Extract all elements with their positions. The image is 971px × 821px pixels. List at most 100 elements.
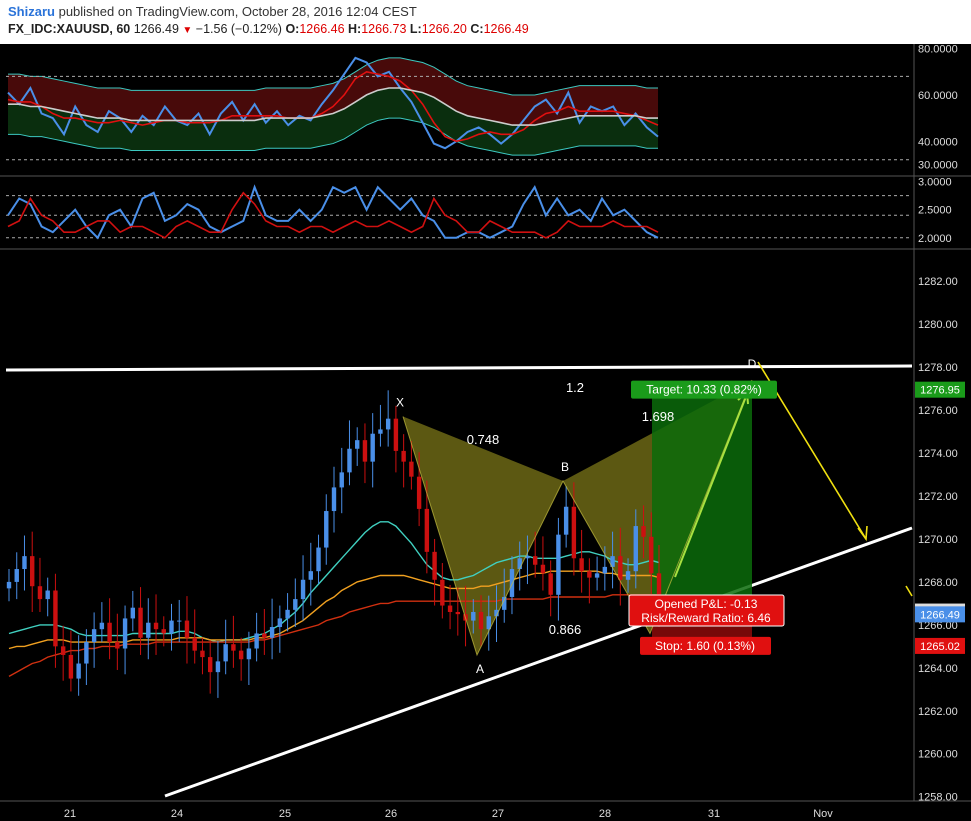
candle-body bbox=[579, 558, 584, 572]
price-axis[interactable]: 80.0000 60.0000 40.0000 30.0000 3.0000 2.5000… bbox=[913, 44, 965, 804]
candle-body bbox=[563, 506, 569, 535]
price-tick-label: 1278.00 bbox=[918, 362, 958, 374]
candle-body bbox=[478, 611, 484, 630]
price-tick-label: 1272.00 bbox=[918, 491, 958, 503]
candle-body bbox=[246, 648, 252, 660]
candle-body bbox=[509, 569, 515, 597]
candle-body bbox=[649, 536, 654, 574]
pattern-point-label: A bbox=[476, 662, 484, 676]
target-zone bbox=[652, 389, 752, 612]
axis-tick-label: 3.0000 bbox=[918, 177, 952, 189]
close-value: 1266.49 bbox=[483, 22, 529, 36]
candle-body bbox=[200, 650, 205, 658]
candle-body bbox=[316, 547, 321, 572]
author-name[interactable]: Shizaru bbox=[8, 4, 55, 19]
candle-body bbox=[347, 448, 352, 473]
candle-body bbox=[192, 637, 197, 651]
price-tick-label: 1268.00 bbox=[918, 577, 958, 589]
candle-body bbox=[14, 569, 19, 582]
candle-body bbox=[610, 556, 615, 567]
candle-body bbox=[207, 657, 213, 673]
low-value: 1266.20 bbox=[421, 22, 467, 36]
candle-body bbox=[122, 618, 128, 649]
projection-down-arrowhead bbox=[857, 525, 868, 542]
candle-body bbox=[22, 556, 27, 570]
candle-body bbox=[424, 508, 430, 552]
candle-body bbox=[571, 506, 577, 559]
pattern-ratio-label: 1.698 bbox=[642, 409, 675, 424]
candle-body bbox=[602, 566, 608, 574]
candle-body bbox=[447, 605, 453, 612]
publish-info: Shizaru published on TradingView.com, Oc… bbox=[8, 4, 417, 19]
candle-body bbox=[331, 487, 337, 512]
price-tick-label: 1274.00 bbox=[918, 448, 958, 460]
oscillator-panel-1[interactable] bbox=[0, 56, 971, 177]
price-tick-label: 1266.00 bbox=[918, 620, 958, 632]
lower-band-line bbox=[8, 117, 658, 156]
open-value: 1266.46 bbox=[299, 22, 345, 36]
candle-body bbox=[91, 629, 97, 643]
projection-right-stub bbox=[905, 585, 913, 597]
series-line bbox=[7, 70, 659, 143]
time-tick-label: 27 bbox=[492, 808, 504, 820]
candle-body bbox=[502, 596, 507, 610]
candle-body bbox=[525, 556, 530, 559]
axis-tick-label: 60.0000 bbox=[918, 90, 958, 102]
price-tick-label: 1280.00 bbox=[918, 319, 958, 331]
published-text: published on TradingView.com, October 28… bbox=[58, 4, 417, 19]
axis-tick-label: 30.0000 bbox=[918, 159, 958, 171]
time-tick-label: 24 bbox=[171, 808, 183, 820]
current-price-flag: 1266.49 bbox=[920, 609, 960, 621]
candle-body bbox=[177, 620, 182, 622]
candle-body bbox=[37, 586, 43, 600]
open-label: O: bbox=[285, 22, 300, 36]
candle-body bbox=[385, 418, 391, 430]
candle-body bbox=[53, 590, 58, 647]
candle-body bbox=[517, 558, 522, 570]
candle-body bbox=[548, 573, 553, 595]
oscillator-panel-2[interactable] bbox=[0, 184, 971, 250]
candle-body bbox=[355, 440, 360, 449]
time-axis[interactable]: 21 24 25 26 27 28 31 Nov bbox=[0, 800, 971, 820]
resistance-line bbox=[5, 364, 913, 372]
last-price: 1266.49 bbox=[133, 22, 179, 36]
pattern-ratio-label: 0.748 bbox=[467, 432, 500, 447]
candle-body bbox=[618, 556, 623, 580]
price-tick-label: 1270.00 bbox=[918, 534, 958, 546]
candle-body bbox=[285, 609, 290, 619]
high-value: 1266.73 bbox=[361, 22, 407, 36]
stop-price-flag: 1265.02 bbox=[920, 641, 960, 653]
candle-body bbox=[486, 616, 491, 630]
upper-band-line bbox=[8, 57, 658, 96]
candle-body bbox=[161, 629, 166, 634]
candle-body bbox=[215, 661, 221, 673]
time-tick-label: Nov bbox=[813, 808, 833, 820]
candle-body bbox=[115, 642, 120, 649]
time-tick-label: 25 bbox=[279, 808, 291, 820]
candle-body bbox=[378, 429, 383, 434]
stop-price-flag-box bbox=[915, 637, 965, 654]
candle-body bbox=[84, 642, 89, 664]
candle-body bbox=[68, 654, 74, 679]
series-line bbox=[7, 56, 659, 150]
low-label: L: bbox=[409, 22, 422, 36]
candle-body bbox=[440, 579, 445, 606]
support-trendline bbox=[164, 526, 913, 798]
axis-tick-label: 2.5000 bbox=[918, 205, 952, 217]
candle-body bbox=[587, 571, 592, 578]
series-line bbox=[7, 184, 659, 240]
candle-body bbox=[432, 551, 437, 580]
candle-body bbox=[471, 611, 476, 621]
axis-tick-label: 2.0000 bbox=[918, 233, 952, 245]
target-label: Target: 10.33 (0.82%) bbox=[646, 383, 761, 397]
down-triangle-icon: ▼ bbox=[182, 25, 193, 36]
time-tick-label: 21 bbox=[64, 808, 76, 820]
candle-body bbox=[30, 556, 35, 587]
candle-body bbox=[6, 581, 12, 589]
price-tick-label: 1262.00 bbox=[918, 706, 958, 718]
candle-body bbox=[262, 633, 267, 638]
close-label: C: bbox=[470, 22, 484, 36]
candle-body bbox=[238, 650, 244, 660]
